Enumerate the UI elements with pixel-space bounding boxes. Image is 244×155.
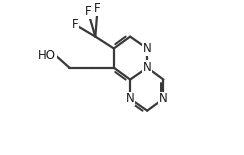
Text: N: N xyxy=(159,92,168,105)
Text: F: F xyxy=(72,18,79,31)
Text: N: N xyxy=(126,92,134,105)
Text: N: N xyxy=(143,42,152,55)
Text: F: F xyxy=(94,2,101,15)
Text: HO: HO xyxy=(38,49,56,62)
Text: F: F xyxy=(85,5,91,18)
Text: N: N xyxy=(143,61,152,74)
